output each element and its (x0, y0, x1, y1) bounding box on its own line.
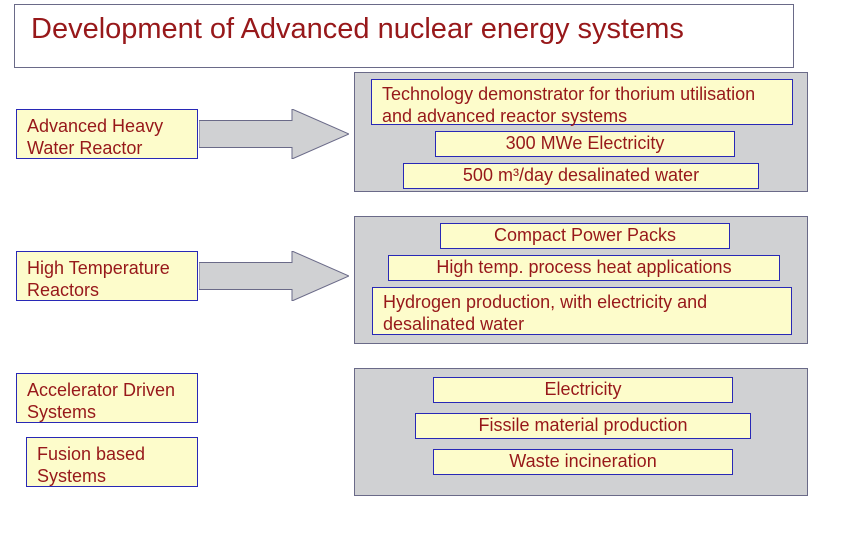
panel-2-item-1: Fissile material production (415, 413, 751, 439)
panel-1: Compact Power Packs High temp. process he… (354, 216, 808, 344)
panel-2: Electricity Fissile material production Wa… (354, 368, 808, 496)
page-title: Development of Advanced nuclear energy s… (31, 13, 777, 46)
panel-0: Technology demonstrator for thorium util… (354, 72, 808, 192)
source-box-htr: High Temperature Reactors (16, 251, 198, 301)
panel-0-item-0: Technology demonstrator for thorium util… (371, 79, 793, 125)
panel-0-item-1: 300 MWe Electricity (435, 131, 735, 157)
panel-1-item-2: Hydrogen production, with electricity an… (372, 287, 792, 335)
panel-2-item-2: Waste incineration (433, 449, 733, 475)
source-box-ads: Accelerator Driven Systems (16, 373, 198, 423)
panel-1-item-1: High temp. process heat applications (388, 255, 780, 281)
title-box: Development of Advanced nuclear energy s… (14, 4, 794, 68)
arrow-0 (199, 109, 349, 159)
panel-1-item-0: Compact Power Packs (440, 223, 730, 249)
panel-0-item-2: 500 m³/day desalinated water (403, 163, 759, 189)
source-box-ahwr: Advanced Heavy Water Reactor (16, 109, 198, 159)
arrow-1 (199, 251, 349, 301)
source-box-fbs: Fusion based Systems (26, 437, 198, 487)
panel-2-item-0: Electricity (433, 377, 733, 403)
